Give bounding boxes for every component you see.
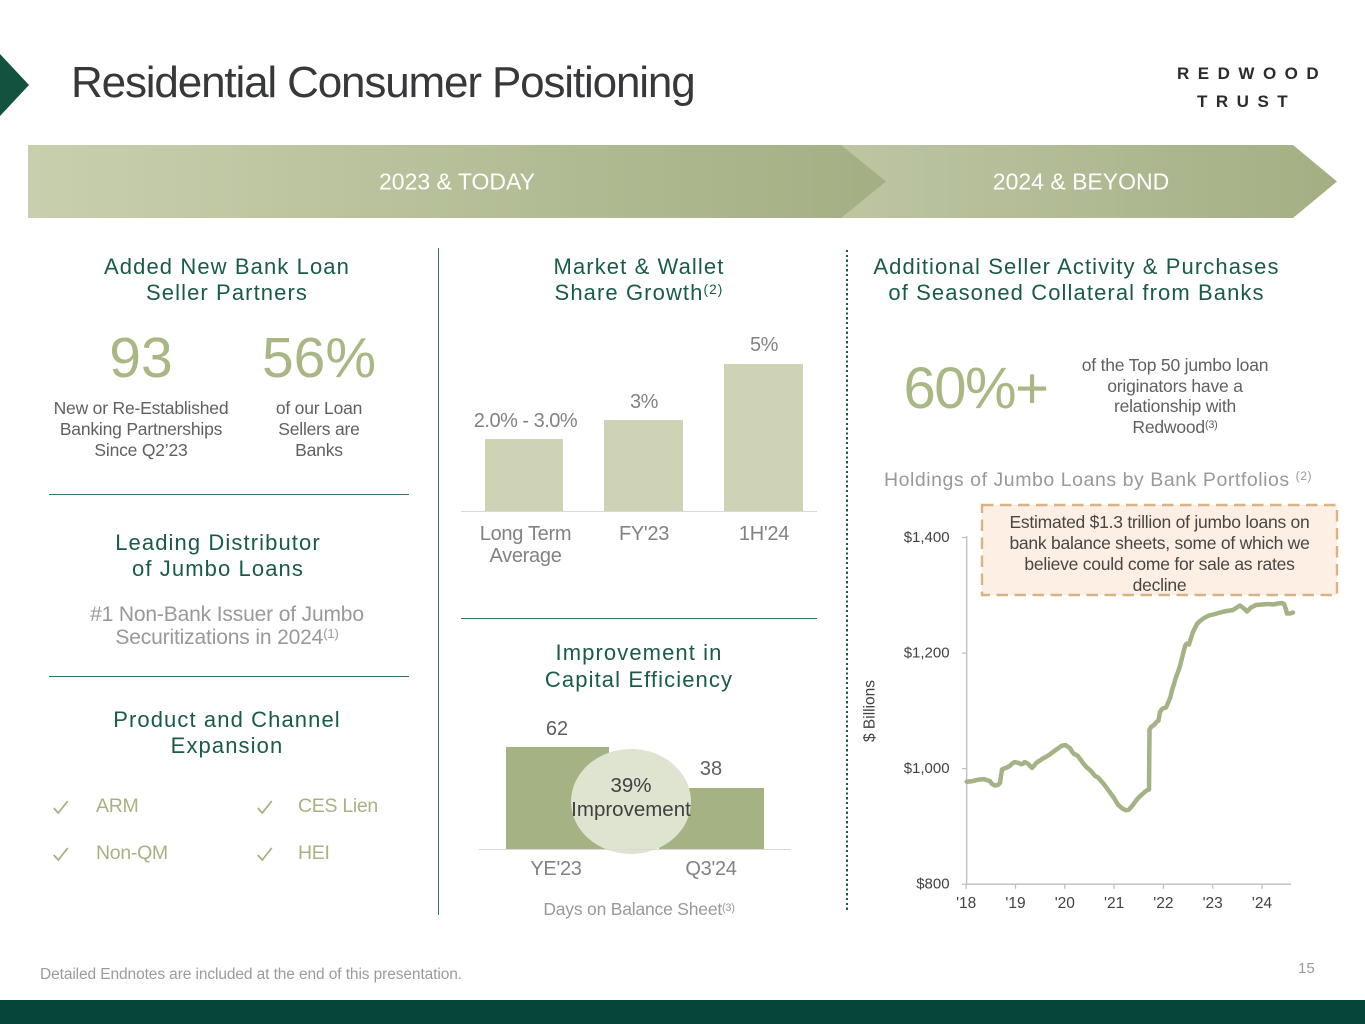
svg-text:2024 & BEYOND: 2024 & BEYOND xyxy=(993,169,1169,195)
svg-text:'21: '21 xyxy=(1104,895,1124,912)
svg-text:'23: '23 xyxy=(1203,895,1223,912)
svg-text:'24: '24 xyxy=(1252,895,1273,912)
svg-text:'20: '20 xyxy=(1055,895,1076,912)
svg-text:$ Billions: $ Billions xyxy=(862,680,879,742)
svg-text:'18: '18 xyxy=(956,895,976,912)
svg-text:'22: '22 xyxy=(1153,895,1173,912)
svg-text:$1,000: $1,000 xyxy=(904,760,950,777)
svg-text:2023 & TODAY: 2023 & TODAY xyxy=(379,169,535,195)
svg-text:$800: $800 xyxy=(916,876,949,893)
svg-text:$1,400: $1,400 xyxy=(904,529,950,546)
svg-text:'19: '19 xyxy=(1005,895,1025,912)
svg-text:$1,200: $1,200 xyxy=(904,645,950,662)
